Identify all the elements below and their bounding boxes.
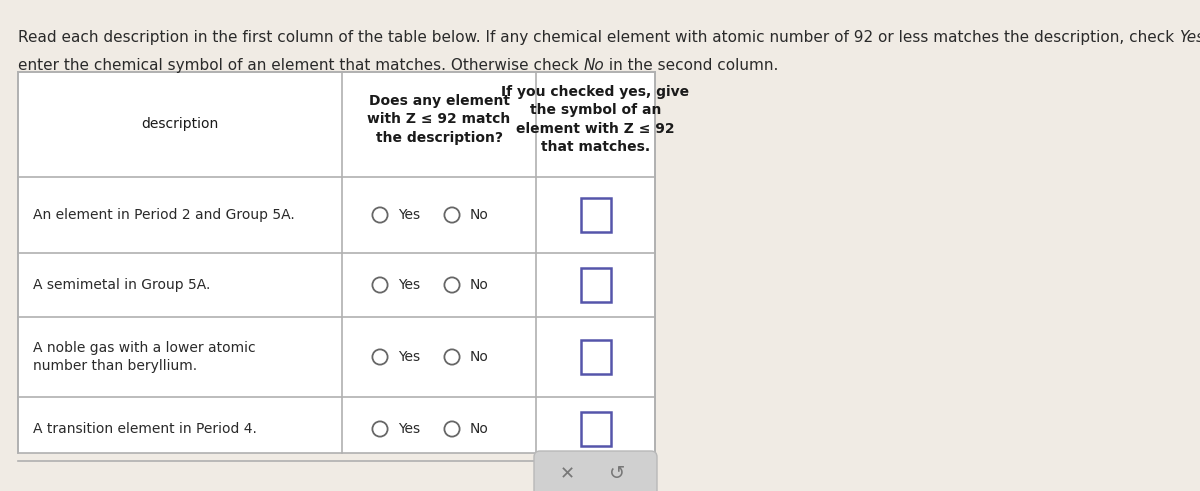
Text: Yes: Yes xyxy=(1178,30,1200,45)
Text: No: No xyxy=(470,350,488,364)
Text: No: No xyxy=(470,208,488,222)
Text: ✕: ✕ xyxy=(560,465,575,483)
Point xyxy=(443,353,462,361)
FancyBboxPatch shape xyxy=(581,340,611,374)
Text: No: No xyxy=(470,422,488,436)
Text: Yes: Yes xyxy=(398,278,420,292)
Text: ↺: ↺ xyxy=(610,464,625,484)
Point xyxy=(371,281,390,289)
Point xyxy=(443,211,462,219)
Point xyxy=(443,281,462,289)
Text: If you checked yes, give
the symbol of an
element with Z ≤ 92
that matches.: If you checked yes, give the symbol of a… xyxy=(502,85,690,154)
Text: Yes: Yes xyxy=(398,350,420,364)
Text: description: description xyxy=(142,117,218,132)
Text: enter the chemical symbol of an element that matches. Otherwise check: enter the chemical symbol of an element … xyxy=(18,58,583,73)
Text: in the second column.: in the second column. xyxy=(604,58,779,73)
FancyBboxPatch shape xyxy=(581,412,611,446)
Text: A noble gas with a lower atomic
number than beryllium.: A noble gas with a lower atomic number t… xyxy=(32,341,256,373)
Text: Read each description in the first column of the table below. If any chemical el: Read each description in the first colum… xyxy=(18,30,1178,45)
Text: Does any element
with Z ≤ 92 match
the description?: Does any element with Z ≤ 92 match the d… xyxy=(367,94,511,145)
Text: Yes: Yes xyxy=(398,208,420,222)
Point xyxy=(443,425,462,433)
Text: Yes: Yes xyxy=(398,422,420,436)
Text: A transition element in Period 4.: A transition element in Period 4. xyxy=(32,422,257,436)
Text: A semimetal in Group 5A.: A semimetal in Group 5A. xyxy=(32,278,210,292)
Text: No: No xyxy=(583,58,604,73)
Text: No: No xyxy=(470,278,488,292)
Text: An element in Period 2 and Group 5A.: An element in Period 2 and Group 5A. xyxy=(32,208,295,222)
FancyBboxPatch shape xyxy=(534,451,658,491)
FancyBboxPatch shape xyxy=(581,198,611,232)
FancyBboxPatch shape xyxy=(18,72,655,453)
Point xyxy=(371,425,390,433)
Point xyxy=(371,353,390,361)
Point xyxy=(371,211,390,219)
FancyBboxPatch shape xyxy=(581,268,611,302)
